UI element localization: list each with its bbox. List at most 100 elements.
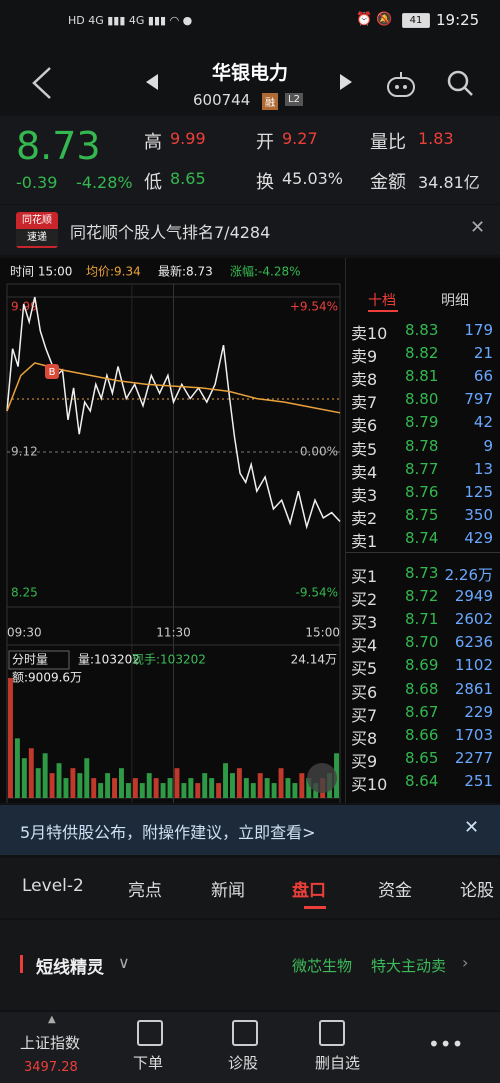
level-volume: 2861 [454,679,493,698]
level-price: 8.73 [405,564,439,582]
volume-bar [209,778,215,798]
field-value: 8.65 [170,169,206,188]
volume-bar [35,768,41,798]
level-volume: 1703 [454,725,493,744]
level-volume: 2.26万 [444,566,493,584]
volume-bar [223,763,228,798]
volume-bar [77,773,83,798]
level-volume: 2277 [454,748,493,767]
more-icon[interactable]: ••• [428,1032,464,1056]
intraday-chart: 时间 15:00 均价:9.34 最新:8.73 涨幅:-4.28%9.99 +9.54… [0,258,345,803]
level-price: 8.80 [405,390,439,409]
nav-label[interactable]: 下单 [133,1054,164,1072]
volume-bar [70,768,76,798]
volume-bar [264,778,270,798]
robot-icon[interactable] [386,70,416,98]
tab-underline [304,906,326,909]
y-right-label: +9.54% [290,300,338,314]
tab[interactable]: 明细 [441,293,469,309]
volume-bar [119,768,124,798]
volume-label: 现手:103202 [132,653,206,667]
level-label: 买7 [351,705,378,725]
volume-bar [42,753,48,798]
chart-header: 最新:8.73 [158,264,213,279]
search-icon[interactable] [446,69,474,97]
nav-icon [232,1020,258,1046]
level-price: 8.70 [405,633,439,652]
level-label: 买10 [351,774,388,794]
close-icon[interactable]: ✕ [470,217,486,238]
field-value: 1.83 [418,129,454,148]
level-volume: 229 [464,702,493,721]
ad-text: 5月特供股公布，附操作建议，立即查看> [20,823,316,842]
index-name[interactable]: 上证指数 [20,1034,81,1052]
logo-line: 速递 [16,229,58,246]
volume-bar [285,778,291,798]
tab[interactable]: Level-2 [22,876,84,896]
level-price: 8.69 [405,656,439,675]
level-label: 卖5 [351,439,378,459]
close-icon[interactable]: ✕ [464,817,480,838]
dropdown-icon[interactable]: ∨ [118,953,130,972]
level-price: 8.83 [405,321,439,339]
volume-bar [49,773,55,798]
y-right-label: 0.00% [300,445,338,459]
level-volume: 125 [464,482,493,501]
banner[interactable]: 同花顺 速递 同花顺个股人气排名7/4284 ✕ [0,205,500,255]
nav-label[interactable]: 诊股 [228,1054,259,1072]
buy-marker-label: B [49,367,56,378]
section-marker [20,955,23,973]
volume-box [8,650,70,670]
level-volume: 6236 [454,633,493,652]
volume-bar [139,783,145,798]
volume-bar [14,738,20,798]
prev-stock[interactable] [146,74,160,90]
last-price: 8.73 [16,124,101,168]
tag: L2 [285,93,303,106]
quote-panel: 8.73 -0.39 -4.28% 高 9.99 开 9.27 量比 1.83 低 8.65 换… [0,116,500,204]
chart-header: 涨幅:-4.28% [230,264,301,279]
section-item[interactable]: 特大主动卖 [371,957,447,975]
next-stock[interactable] [338,74,352,90]
tab[interactable]: 论股 [460,881,494,901]
volume-bar [56,763,62,798]
tab[interactable]: 盘口 [292,881,326,901]
level-label: 卖9 [351,347,378,367]
ad-bar[interactable]: 5月特供股公布，附操作建议，立即查看> ✕ [0,805,500,855]
volume-bar [125,783,131,798]
nav-label[interactable]: 删自选 [315,1054,361,1072]
chart-header: 均价:9.34 [86,265,141,279]
level-price: 8.78 [405,436,439,455]
level-label: 卖8 [351,370,378,390]
level-price: 8.64 [405,771,439,790]
volume-bar [195,783,201,798]
tab[interactable]: 十档 [368,293,396,309]
header: 华银电力 600744 融 L2 [0,40,500,116]
volume-bar [250,783,256,798]
volume-label: 分时量 [12,653,48,667]
section-item[interactable]: 微芯生物 [292,957,353,975]
level-price: 8.66 [405,725,439,744]
level-label: 卖10 [351,324,388,343]
level-price: 8.81 [405,367,439,386]
tab[interactable]: 资金 [378,881,412,901]
volume-bar [21,758,27,798]
order-book: 十档 明细 卖10 8.83 179 卖9 8.82 21 卖8 8.81 66 卖7 8.80 797 卖… [345,258,500,803]
level-volume: 1102 [454,656,493,675]
chevron: › [462,953,469,972]
back-button[interactable] [30,66,54,100]
price-line [6,362,341,414]
section: 短线精灵 ∨ 微芯生物 特大主动卖 › [0,920,500,1010]
tab[interactable]: 新闻 [211,881,245,901]
logo-line: 同花顺 [22,215,52,226]
level-volume: 66 [473,367,493,386]
level-price: 8.74 [405,528,439,547]
tab[interactable]: 亮点 [128,881,162,901]
level-volume: 350 [464,505,493,524]
stock-code: 600744 [193,91,251,109]
level-label: 买9 [351,751,378,771]
stock-name: 华银电力 [211,62,288,84]
level-volume: 179 [464,321,493,339]
buy-marker [45,364,59,379]
level-label: 买2 [351,590,378,610]
